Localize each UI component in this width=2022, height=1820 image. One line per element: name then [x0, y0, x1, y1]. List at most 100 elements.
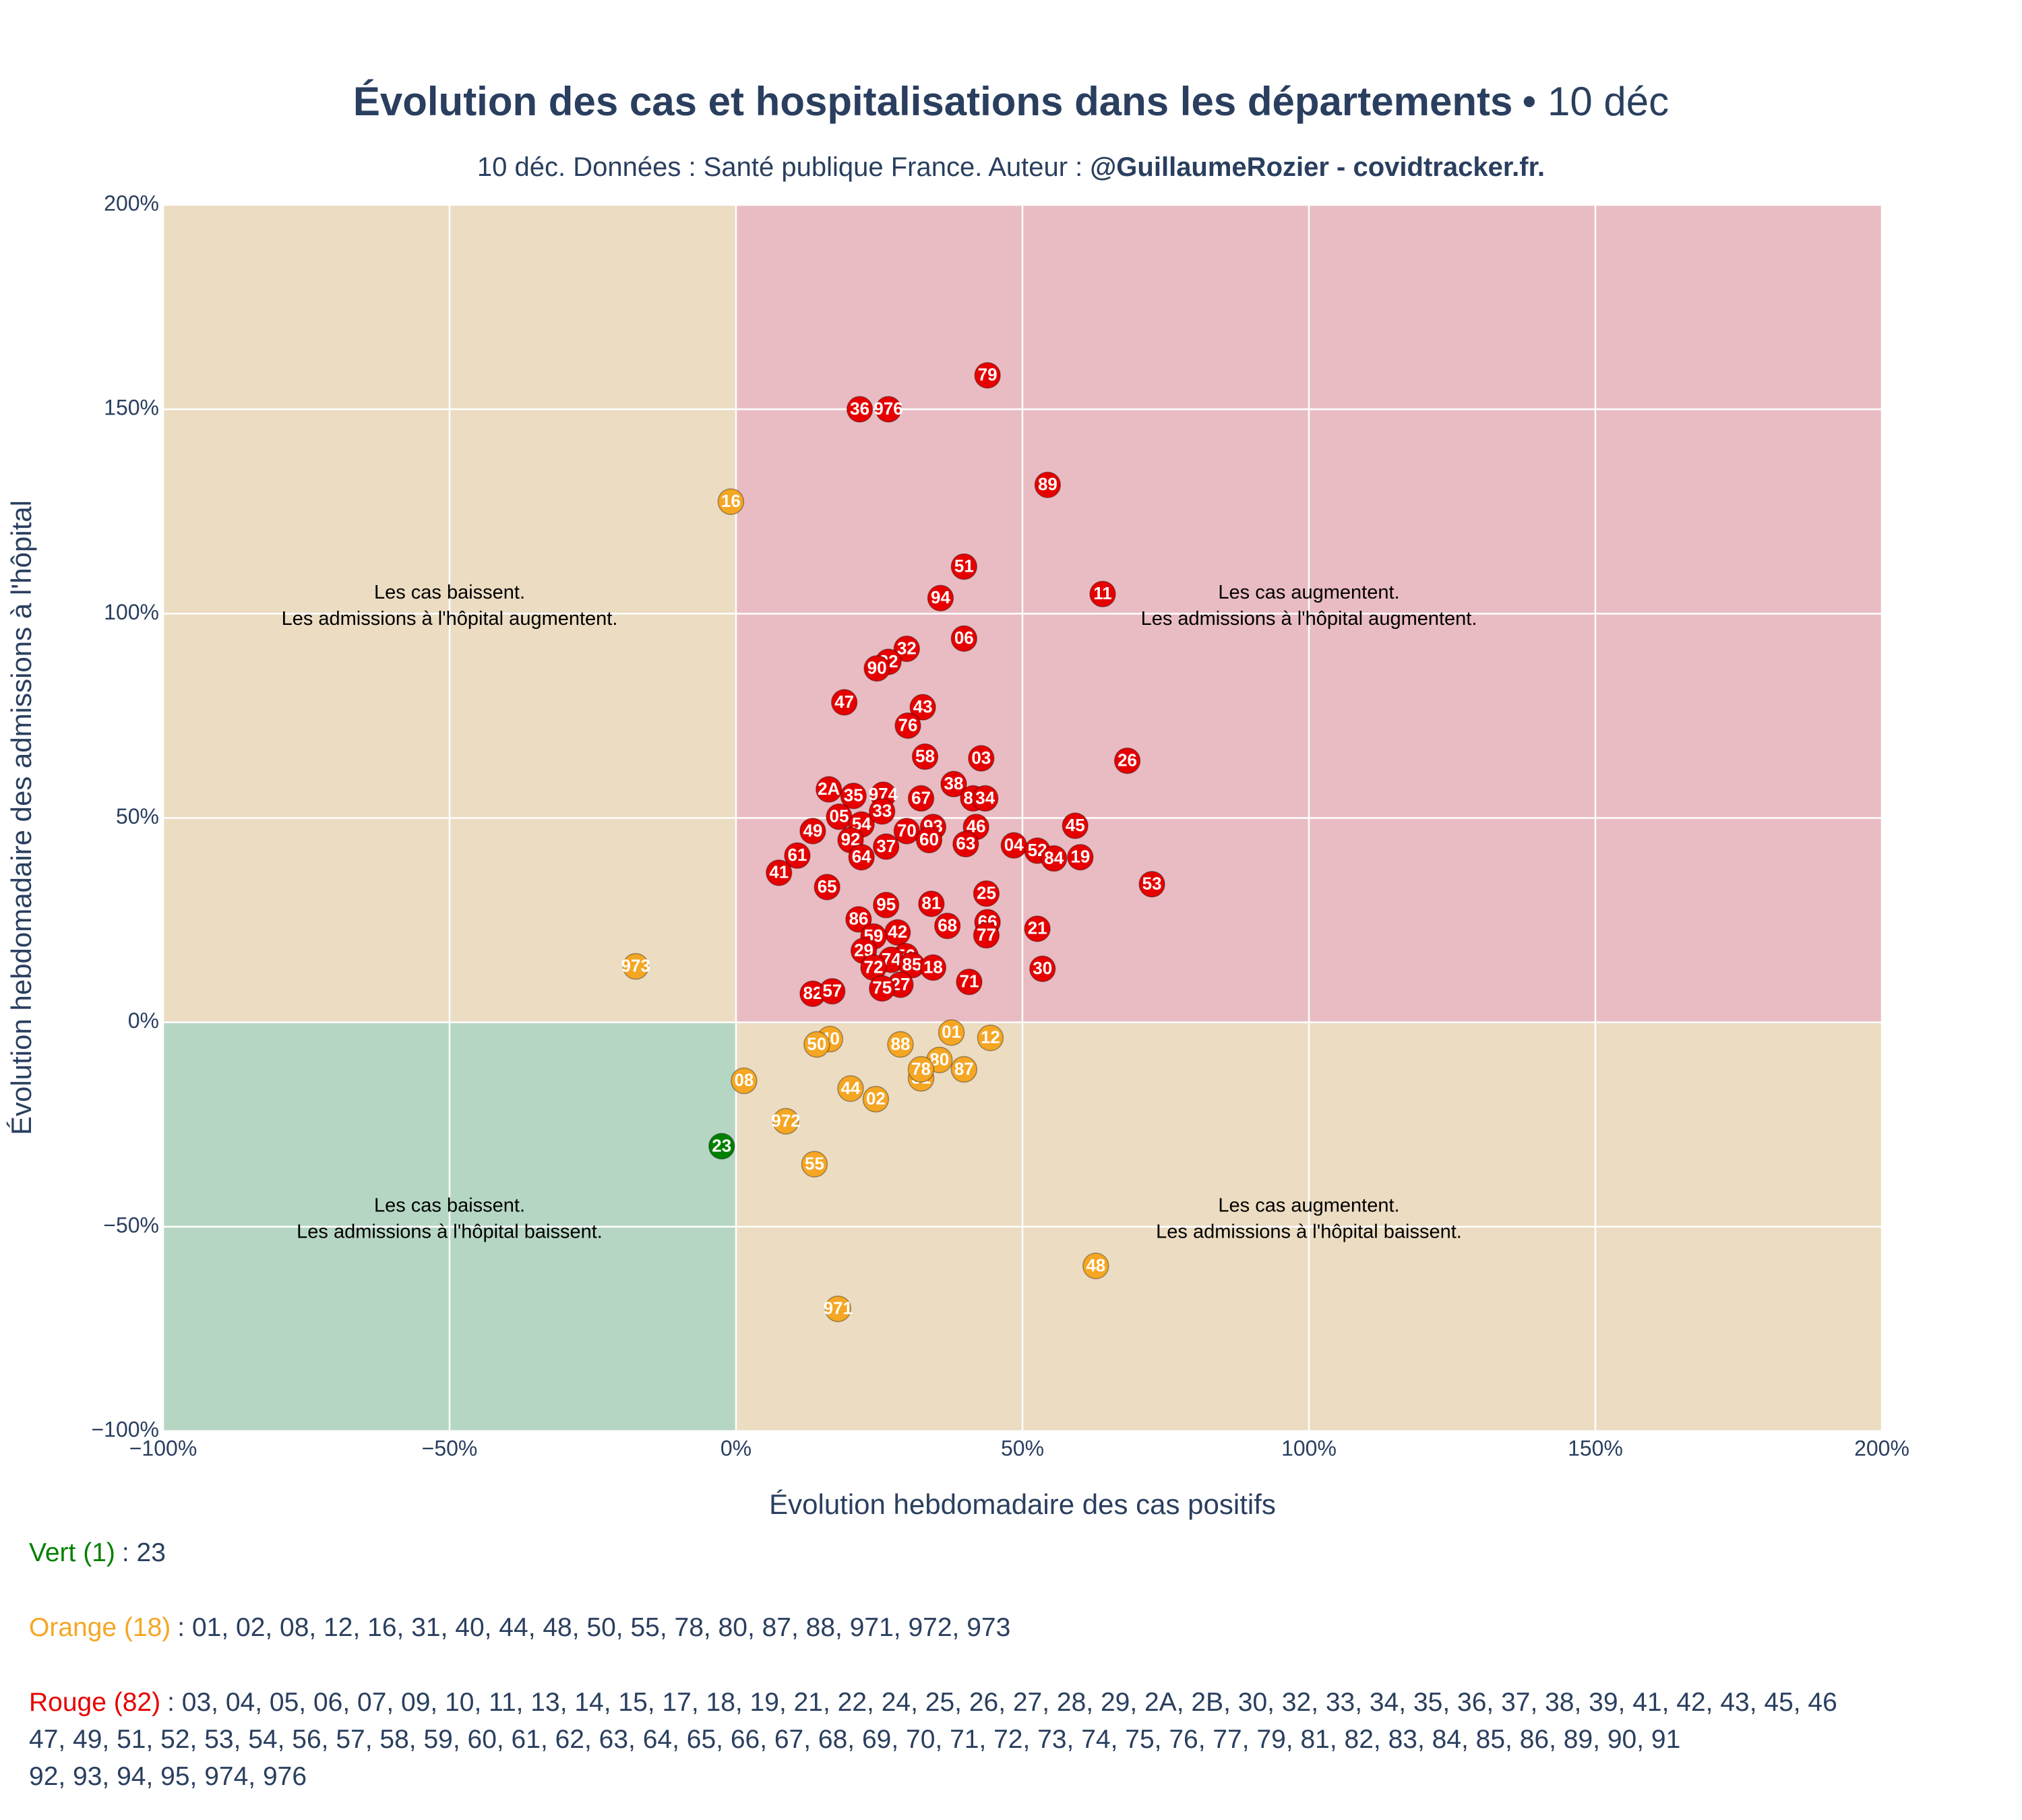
point: 37 [872, 833, 900, 860]
x-tick-label: 100% [1281, 1436, 1337, 1460]
marker [973, 880, 1000, 907]
point: 57 [819, 977, 846, 1005]
footer-label: Vert (1) [29, 1538, 115, 1567]
point-label: 21 [1028, 918, 1047, 938]
marker [894, 712, 921, 739]
point-label: 70 [897, 820, 917, 841]
point: 41 [766, 859, 793, 886]
point-label: 84 [1044, 847, 1064, 868]
point: 64 [848, 843, 875, 871]
point: 42 [884, 919, 911, 946]
point-label: 71 [959, 971, 979, 992]
footer-line: Orange (18): 01, 02, 08, 12, 16, 31, 40,… [29, 1613, 1010, 1642]
footer-list: 47, 49, 51, 52, 53, 54, 56, 57, 58, 59, … [29, 1725, 1680, 1754]
point: 21 [1024, 915, 1051, 942]
point-label: 95 [876, 894, 896, 915]
marker [1029, 955, 1056, 982]
annotation: Les cas baissent. [374, 582, 525, 603]
y-tick-label: 200% [104, 191, 159, 215]
point: 47 [830, 689, 858, 716]
point-label: 01 [942, 1022, 961, 1042]
annotation: Les admissions à l'hôpital augmentent. [282, 608, 618, 630]
point: 71 [956, 968, 983, 996]
marker [933, 912, 961, 940]
x-tick-label: −50% [422, 1436, 478, 1460]
marker [893, 635, 921, 663]
marker [824, 1295, 852, 1323]
point-label: 25 [977, 883, 996, 903]
footer-line: Rouge (82): 03, 04, 05, 06, 07, 09, 10, … [29, 1688, 1837, 1717]
point-label: 34 [975, 787, 995, 808]
marker [974, 362, 1001, 389]
point: 18 [919, 954, 947, 981]
point: 55 [801, 1151, 828, 1178]
point-label: 90 [867, 657, 887, 677]
y-tick-label: 0% [128, 1008, 159, 1033]
point: 45 [1062, 812, 1089, 839]
point-label: 18 [923, 957, 943, 977]
point-label: 02 [866, 1089, 886, 1109]
point-label: 12 [981, 1027, 1000, 1048]
point-label: 44 [841, 1078, 861, 1098]
y-tick-label: −100% [91, 1417, 159, 1441]
footer-list: : 01, 02, 08, 12, 16, 31, 40, 44, 48, 50… [177, 1613, 1010, 1642]
point-label: 33 [872, 801, 892, 821]
marker [952, 830, 979, 858]
point: 38 [940, 770, 967, 797]
footer-line: 47, 49, 51, 52, 53, 54, 56, 57, 58, 59, … [29, 1725, 1680, 1754]
footer-list: 92, 93, 94, 95, 974, 976 [29, 1762, 307, 1791]
x-tick-label: 50% [1001, 1436, 1044, 1460]
point: 972 [771, 1108, 801, 1135]
marker [919, 954, 947, 981]
marker [819, 977, 846, 1005]
marker [1082, 1252, 1109, 1279]
point-label: 94 [931, 587, 950, 607]
footer-list: : 23 [122, 1538, 166, 1567]
point-label: 16 [721, 491, 741, 511]
point: 70 [893, 818, 921, 845]
point-label: 11 [1093, 583, 1112, 603]
point: 60 [915, 826, 943, 853]
point-label: 60 [919, 829, 939, 849]
point-label: 65 [818, 876, 837, 897]
point-label: 82 [803, 983, 822, 1003]
marker [815, 776, 842, 803]
x-tick-label: 150% [1568, 1436, 1623, 1460]
point: 08 [731, 1067, 758, 1095]
marker [1024, 915, 1051, 942]
point-label: 36 [850, 398, 869, 419]
marker [1062, 812, 1089, 839]
point: 04 [1000, 832, 1027, 859]
point: 05 [826, 803, 853, 830]
point: 33 [869, 798, 896, 825]
point-label: 32 [897, 638, 917, 658]
point-label: 58 [915, 746, 935, 766]
marker [801, 1151, 828, 1178]
y-tick-label: 50% [116, 804, 159, 828]
marker [869, 975, 896, 1002]
marker [907, 1056, 935, 1083]
marker [803, 1031, 830, 1058]
point: 67 [907, 785, 935, 812]
title-suffix: • 10 déc [1522, 79, 1669, 124]
marker [940, 770, 967, 797]
marker [893, 818, 921, 845]
point: 90 [863, 655, 890, 682]
footer-list: : 03, 04, 05, 06, 07, 09, 10, 11, 13, 14… [167, 1688, 1837, 1717]
point: 82 [799, 980, 826, 1007]
point-label: 42 [888, 921, 907, 942]
point-label: 64 [852, 847, 871, 867]
marker [837, 1075, 864, 1102]
subtitle: 10 déc. Données : Santé publique France.… [477, 152, 1545, 182]
point-label: 19 [1070, 847, 1090, 867]
point-label: 23 [712, 1135, 731, 1155]
marker [977, 1024, 1004, 1052]
point: 26 [1113, 747, 1141, 775]
point: 85 [898, 952, 925, 979]
point: 79 [974, 362, 1001, 389]
marker [875, 396, 902, 423]
marker [887, 1031, 914, 1058]
point: 68 [933, 912, 961, 940]
point: 53 [1138, 870, 1165, 898]
